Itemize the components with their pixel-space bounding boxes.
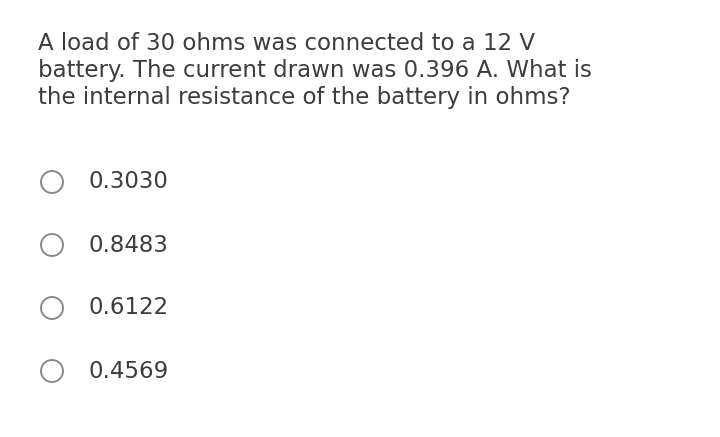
Text: 0.4569: 0.4569 [88,360,168,382]
Text: battery. The current drawn was 0.396 A. What is: battery. The current drawn was 0.396 A. … [38,59,592,82]
Text: A load of 30 ohms was connected to a 12 V: A load of 30 ohms was connected to a 12 … [38,32,535,55]
Text: 0.3030: 0.3030 [88,170,168,194]
Text: 0.6122: 0.6122 [88,296,168,319]
Text: 0.8483: 0.8483 [88,233,168,257]
Text: the internal resistance of the battery in ohms?: the internal resistance of the battery i… [38,86,571,109]
